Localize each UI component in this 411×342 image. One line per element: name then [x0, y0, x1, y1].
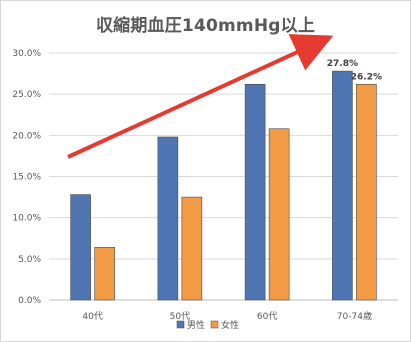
legend-swatch-female: [210, 320, 219, 329]
legend: 男性 女性: [176, 319, 239, 331]
x-category-label: 50代: [170, 311, 190, 322]
y-tick-label: 20.0%: [12, 131, 41, 141]
legend-label-male: 男性: [187, 319, 205, 331]
chart-title: 収縮期血圧140mmHg以上: [96, 15, 315, 36]
data-labels-group: 27.8% 26.2%: [327, 59, 382, 82]
trend-arrow: [67, 34, 334, 159]
y-tick-label: 15.0%: [12, 173, 41, 183]
y-axis-labels: 0.0% 5.0% 10.0% 15.0% 20.0% 25.0% 30.0%: [12, 49, 41, 306]
bar-male-2: [244, 83, 266, 301]
x-axis-labels: 40代 50代 60代 70-74歳: [82, 310, 372, 322]
data-label: 26.2%: [351, 72, 382, 82]
data-label: 27.8%: [327, 59, 358, 69]
bar-female-3: [356, 83, 377, 301]
bar-male-1: [157, 136, 179, 301]
y-tick-label: 0.0%: [18, 296, 41, 306]
y-tick-label: 5.0%: [18, 255, 41, 265]
legend-swatch-male: [176, 320, 185, 329]
y-tick-label: 10.0%: [12, 214, 41, 224]
bar-female-1: [181, 196, 203, 301]
bar-female-0: [94, 247, 115, 301]
legend-label-female: 女性: [221, 319, 239, 331]
x-category-label: 70-74歳: [337, 310, 372, 322]
bar-male-0: [70, 194, 91, 301]
x-category-label: 40代: [82, 311, 102, 322]
bar-male-3: [332, 70, 353, 301]
bar-female-2: [268, 128, 290, 301]
y-tick-label: 30.0%: [12, 49, 41, 59]
bars-group: [70, 70, 377, 301]
x-category-label: 60代: [257, 311, 277, 322]
y-tick-label: 25.0%: [12, 90, 41, 100]
